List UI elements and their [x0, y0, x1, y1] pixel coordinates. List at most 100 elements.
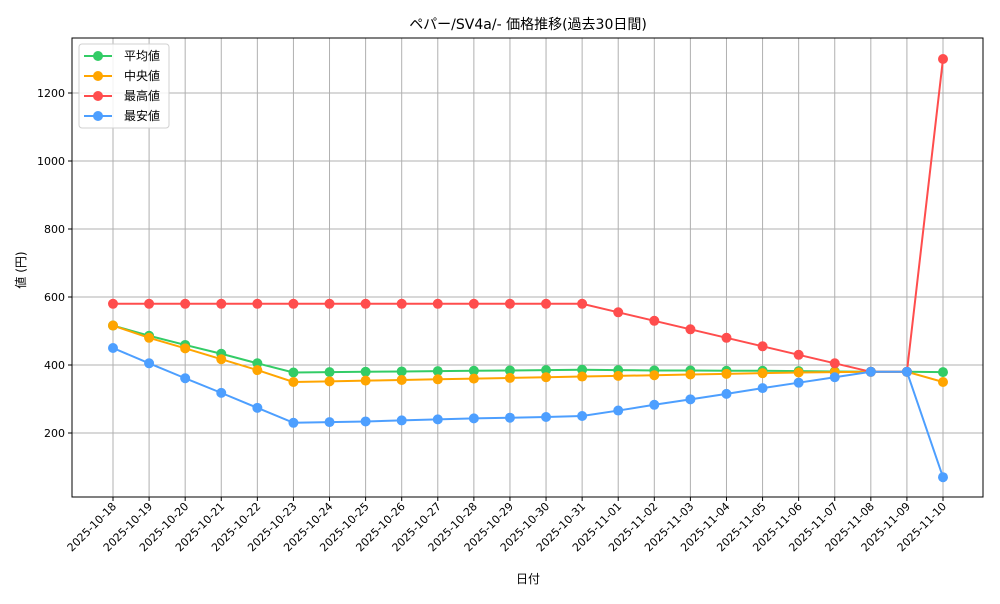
data-point	[757, 341, 768, 352]
data-point	[144, 358, 155, 369]
data-point	[468, 298, 479, 309]
data-point	[108, 298, 118, 309]
data-point	[504, 298, 515, 309]
data-point	[685, 369, 696, 380]
series-line	[112, 324, 944, 384]
data-point	[288, 417, 299, 428]
data-point	[721, 332, 732, 343]
data-point	[252, 365, 263, 376]
y-tick-label: 1200	[37, 87, 65, 100]
data-point	[577, 371, 588, 382]
plot-frame	[71, 37, 984, 498]
y-tick-label: 1000	[37, 155, 65, 168]
data-point	[288, 298, 299, 309]
series-平均値	[108, 320, 948, 378]
series-最安値	[108, 343, 948, 483]
data-point	[793, 349, 804, 360]
legend-box	[78, 43, 170, 129]
data-point	[432, 374, 443, 385]
data-point	[649, 370, 660, 381]
data-point	[360, 298, 371, 309]
data-point	[468, 413, 479, 424]
data-point	[938, 472, 948, 483]
data-point	[938, 367, 948, 378]
chart-title: ペパー/SV4a/- 価格推移(過去30日間)	[409, 17, 647, 33]
data-point	[938, 54, 948, 64]
data-point	[721, 368, 732, 379]
legend-marker	[93, 91, 103, 101]
y-axis-label: 値 (円)	[13, 251, 28, 288]
data-point	[649, 315, 660, 326]
data-point	[757, 383, 768, 394]
data-point	[180, 343, 191, 354]
series-最高値	[108, 54, 948, 377]
data-point	[252, 402, 263, 413]
data-point	[396, 374, 407, 385]
series-line	[112, 324, 944, 374]
y-tick-label: 200	[44, 427, 65, 440]
data-point	[144, 332, 155, 343]
data-point	[829, 372, 840, 383]
data-point	[504, 412, 515, 423]
series-line	[113, 58, 944, 373]
data-point	[577, 411, 588, 421]
data-point	[396, 366, 407, 377]
data-point	[432, 366, 443, 377]
data-point	[324, 367, 335, 378]
data-point	[504, 365, 515, 376]
data-point	[180, 298, 191, 309]
data-point	[793, 377, 804, 388]
data-point	[685, 324, 696, 335]
legend-label: 最安値	[124, 108, 160, 123]
data-point	[504, 372, 515, 383]
series-line	[112, 347, 944, 478]
data-point	[432, 298, 443, 309]
data-point	[577, 298, 588, 309]
data-point	[468, 365, 479, 376]
data-point	[108, 343, 118, 353]
series-中央値	[108, 320, 948, 387]
data-point	[360, 366, 371, 377]
data-point	[360, 416, 371, 427]
legend-label: 最高値	[124, 88, 160, 103]
data-point	[938, 377, 948, 387]
data-point	[144, 298, 155, 309]
data-point	[865, 366, 876, 377]
data-point	[216, 298, 227, 309]
data-point	[901, 366, 912, 377]
data-point	[216, 387, 227, 398]
data-point	[757, 368, 768, 379]
data-point	[829, 358, 840, 369]
data-point	[108, 320, 118, 331]
data-point	[721, 388, 732, 399]
data-point	[685, 394, 696, 405]
data-point	[613, 307, 624, 318]
data-point	[324, 376, 335, 387]
data-point	[541, 412, 552, 423]
data-point	[541, 365, 552, 376]
y-tick-label: 600	[44, 291, 65, 304]
data-point	[396, 415, 407, 426]
data-point	[468, 373, 479, 384]
legend-marker	[93, 51, 103, 61]
legend-label: 中央値	[124, 68, 160, 83]
data-point	[216, 354, 227, 365]
data-point	[541, 298, 552, 309]
legend-label: 平均値	[124, 48, 160, 63]
legend-marker	[93, 111, 103, 121]
legend-marker	[93, 71, 103, 81]
data-point	[324, 298, 335, 309]
y-tick-label: 800	[44, 223, 65, 236]
data-point	[649, 399, 660, 410]
data-point	[541, 372, 552, 383]
grid-lines	[72, 38, 983, 497]
series-lines	[108, 54, 948, 483]
data-point	[180, 373, 191, 384]
data-point	[252, 298, 263, 309]
data-point	[288, 377, 299, 387]
data-point	[613, 405, 624, 416]
data-point	[793, 367, 804, 378]
